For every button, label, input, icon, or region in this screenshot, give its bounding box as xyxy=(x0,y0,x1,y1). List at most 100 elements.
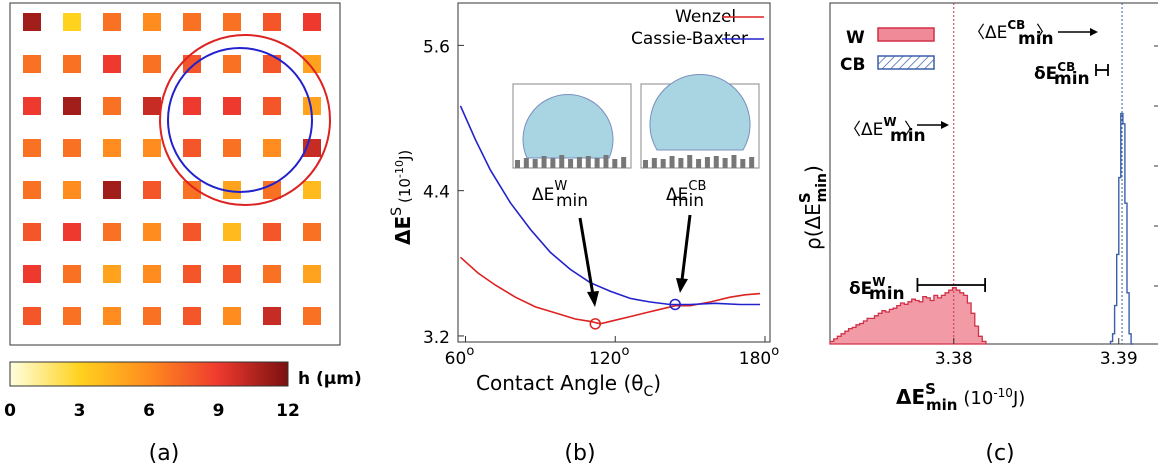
heatmap-cell xyxy=(223,139,241,157)
b-xlabel: Contact Angle (θC) xyxy=(476,371,661,400)
x-tick-label: 3.39 xyxy=(1100,349,1138,369)
heatmap-cell xyxy=(23,265,41,283)
inset-wenzel-droplet xyxy=(512,83,632,169)
heatmap-cell xyxy=(183,55,201,73)
heatmap-cell xyxy=(143,223,161,241)
heatmap-cell xyxy=(303,13,321,31)
colorbar-tick-label: 6 xyxy=(143,401,155,421)
colorbar xyxy=(9,361,289,387)
legend-cb-label: CB xyxy=(840,55,865,75)
colorbar-tick-label: 0 xyxy=(4,401,16,421)
c-xlabel: ΔES min (10-10J) xyxy=(896,380,1025,414)
heatmap-cell xyxy=(143,307,161,325)
svg-text:ΔECB: ΔECB xyxy=(666,179,706,205)
b-yticks: 3.2 4.4 5.6 xyxy=(423,37,464,348)
heatmap-cell xyxy=(183,223,201,241)
heatmap-cell xyxy=(143,265,161,283)
heatmap-cell xyxy=(183,307,201,325)
annotation-cb-mean: 〈ΔECB min 〉 xyxy=(968,18,1098,49)
heatmap-cell xyxy=(263,55,281,73)
histogram-cb xyxy=(1109,112,1134,345)
heatmap-cell xyxy=(223,181,241,199)
heatmap-cell xyxy=(263,97,281,115)
heatmap-cell xyxy=(303,55,321,73)
plot-b-frame xyxy=(457,2,771,343)
svg-text:ΔEW: ΔEW xyxy=(532,179,567,205)
series-line-cassie-baxter xyxy=(459,105,760,306)
svg-text:min: min xyxy=(672,191,704,211)
heatmap-cell xyxy=(183,13,201,31)
heatmap-cell xyxy=(103,181,121,199)
c-ylabel: ρ(ΔESmin) xyxy=(796,165,830,250)
heatmap-cell xyxy=(23,307,41,325)
cassie-droplet-circle xyxy=(167,47,313,193)
heatmap-cell xyxy=(183,181,201,199)
heatmap-cell xyxy=(143,181,161,199)
heatmap-cell xyxy=(103,55,121,73)
b-minima xyxy=(589,298,681,330)
legend-b: Wenzel Cassie-Baxter xyxy=(631,7,764,49)
y-tick-label: 3.2 xyxy=(423,328,450,348)
heatmap-cell xyxy=(143,97,161,115)
panel-a: h (µm) 0 3 6 9 12 (a) xyxy=(4,2,362,466)
legend-c: W CB xyxy=(840,27,935,75)
heatmap-cell xyxy=(103,139,121,157)
minimum-marker xyxy=(589,318,602,330)
panel-b: 3.24.45.6 60o 120o 180o ΔEW min ΔECB min xyxy=(389,2,779,466)
heatmap-cell xyxy=(223,265,241,283)
colorbar-ticks: 0 3 6 9 12 xyxy=(4,401,300,421)
panel-label-b: (b) xyxy=(564,441,595,466)
heatmap-cell xyxy=(23,139,41,157)
b-xticks: 60o 120o 180o xyxy=(445,336,779,369)
heatmap-cell xyxy=(223,55,241,73)
heatmap-cell xyxy=(303,307,321,325)
heatmap-cell xyxy=(23,223,41,241)
annotation-cb-range: δECB min xyxy=(1034,60,1109,89)
x-tick-label: 180o xyxy=(739,344,779,369)
heatmap-cell xyxy=(263,307,281,325)
x-tick-label: 120o xyxy=(589,344,629,369)
heatmap-cell xyxy=(223,307,241,325)
heatmap-cell xyxy=(63,307,81,325)
heatmap-cell xyxy=(223,13,241,31)
svg-text:〉: 〉 xyxy=(1036,23,1053,43)
annotation-w-range: δEW min xyxy=(849,275,986,304)
heatmap-cell xyxy=(23,181,41,199)
legend-w-label: W xyxy=(846,28,865,48)
heatmap-cell xyxy=(23,97,41,115)
legend-w-swatch xyxy=(877,27,935,42)
heatmap-cell xyxy=(223,223,241,241)
heatmap-frame xyxy=(9,2,341,346)
heatmap-cell xyxy=(23,55,41,73)
heatmap-cell xyxy=(143,55,161,73)
svg-text:min: min xyxy=(1054,69,1090,89)
min-label-w: ΔEW min xyxy=(532,179,588,211)
series-line-wenzel xyxy=(459,256,761,325)
heatmap-cell xyxy=(103,307,121,325)
heatmap-cell xyxy=(63,13,81,31)
svg-text:〈ΔEW: 〈ΔEW xyxy=(844,115,897,140)
colorbar-label: h (µm) xyxy=(298,369,362,389)
heatmap-cell xyxy=(63,265,81,283)
min-label-cb: ΔECB min xyxy=(666,179,706,211)
heatmap-cell xyxy=(63,55,81,73)
wenzel-droplet-circle xyxy=(159,34,331,206)
heatmap-cells xyxy=(23,13,321,325)
heatmap-cell xyxy=(303,181,321,199)
colorbar-tick-label: 9 xyxy=(213,401,225,421)
heatmap-cell xyxy=(63,223,81,241)
heatmap-cell xyxy=(183,265,201,283)
heatmap-cell xyxy=(263,139,281,157)
legend-cassie-label: Cassie-Baxter xyxy=(631,29,748,49)
svg-text:〉: 〉 xyxy=(904,120,921,140)
heatmap-cell xyxy=(263,181,281,199)
svg-text:〈ΔECB: 〈ΔECB xyxy=(968,18,1025,43)
heatmap-cell xyxy=(103,223,121,241)
svg-text:min: min xyxy=(1018,29,1054,49)
annotation-w-mean: 〈ΔEW min 〉 xyxy=(844,115,949,146)
heatmap-cell xyxy=(103,265,121,283)
colorbar-tick-label: 12 xyxy=(276,401,300,421)
heatmap-cell xyxy=(303,265,321,283)
heatmap-cell xyxy=(63,97,81,115)
panel-label-c: (c) xyxy=(985,441,1014,466)
